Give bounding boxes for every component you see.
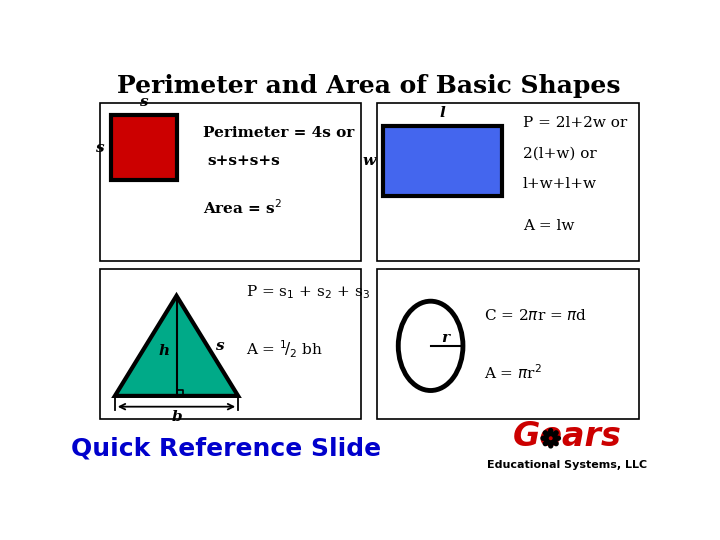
Ellipse shape (398, 301, 463, 390)
Text: h: h (158, 344, 170, 358)
Text: A = $\pi$r$^2$: A = $\pi$r$^2$ (485, 363, 542, 382)
Ellipse shape (544, 431, 547, 435)
Text: Area = s$^{2}$: Area = s$^{2}$ (204, 198, 283, 217)
Bar (111, 115, 176, 180)
Bar (377, 103, 639, 261)
Ellipse shape (541, 436, 545, 440)
Text: w: w (363, 154, 376, 168)
Polygon shape (115, 296, 238, 396)
Text: Educational Systems, LLC: Educational Systems, LLC (487, 460, 647, 470)
Text: s+s+s+s: s+s+s+s (207, 154, 281, 168)
Text: Perimeter = 4s or: Perimeter = 4s or (204, 126, 355, 139)
Text: C = 2$\pi$r = $\pi$d: C = 2$\pi$r = $\pi$d (485, 308, 588, 322)
Text: b: b (171, 410, 182, 424)
Ellipse shape (549, 429, 553, 433)
Text: r: r (441, 331, 449, 345)
Text: A = $^1\!/_2$ bh: A = $^1\!/_2$ bh (246, 339, 323, 360)
Text: s: s (215, 339, 224, 353)
Ellipse shape (549, 444, 553, 448)
Text: Quick Reference Slide: Quick Reference Slide (71, 436, 382, 460)
Ellipse shape (554, 431, 558, 435)
Text: l: l (440, 106, 446, 120)
Ellipse shape (544, 432, 557, 444)
Text: s: s (140, 96, 148, 110)
Bar (383, 126, 503, 195)
Text: A = lw: A = lw (523, 219, 575, 233)
Ellipse shape (557, 436, 560, 440)
Ellipse shape (554, 442, 558, 446)
Ellipse shape (548, 436, 554, 441)
Ellipse shape (544, 442, 547, 446)
Text: l+w+l+w: l+w+l+w (523, 177, 597, 191)
Text: Gears: Gears (513, 420, 621, 453)
Text: 2(l+w) or: 2(l+w) or (523, 146, 597, 160)
Text: Perimeter and Area of Basic Shapes: Perimeter and Area of Basic Shapes (117, 75, 621, 98)
Text: P = s$_1$ + s$_2$ + s$_3$: P = s$_1$ + s$_2$ + s$_3$ (246, 283, 370, 301)
Bar (99, 269, 361, 419)
Text: P = 2l+2w or: P = 2l+2w or (523, 116, 627, 130)
Bar (99, 103, 361, 261)
Text: s: s (96, 140, 104, 154)
Bar (377, 269, 639, 419)
